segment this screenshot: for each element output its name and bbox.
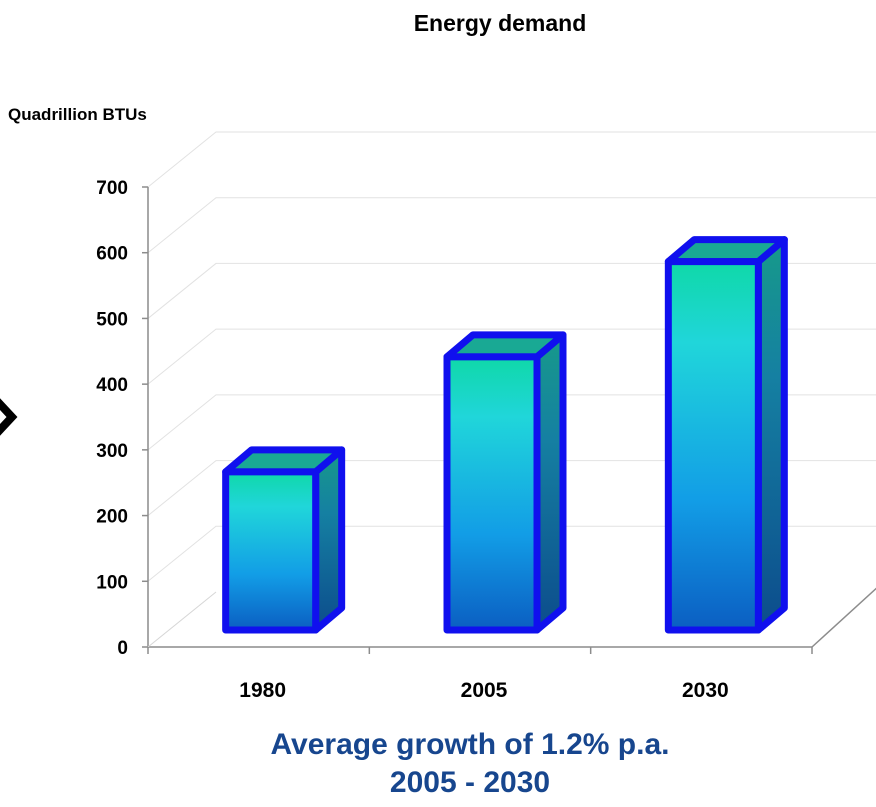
gridline — [147, 131, 876, 188]
y-tick-label: 200 — [96, 507, 128, 528]
y-axis-label: Quadrillion BTUs — [8, 105, 147, 124]
gridline — [147, 328, 876, 385]
x-tick-label: 1980 — [239, 679, 286, 702]
y-tick-label: 500 — [96, 309, 128, 330]
x-tick-label: 2030 — [682, 679, 729, 702]
gridline — [147, 525, 876, 582]
bar-front — [664, 258, 762, 634]
bar — [664, 236, 788, 634]
caption-line-1: Average growth of 1.2% p.a. — [270, 728, 670, 761]
floor-edge — [811, 587, 876, 648]
gridline — [147, 197, 876, 254]
y-tick-label: 0 — [117, 638, 128, 659]
growth-caption: Average growth of 1.2% p.a. 2005 - 2030 — [170, 726, 770, 802]
bar-front — [443, 353, 541, 634]
bar-side — [754, 236, 788, 634]
caption-line-2: 2005 - 2030 — [389, 766, 551, 799]
bar-side — [312, 446, 346, 634]
bar-side — [533, 331, 567, 634]
x-tick-label: 2005 — [461, 679, 508, 702]
bar — [222, 446, 346, 634]
gridline — [147, 394, 876, 451]
floor-edge — [147, 591, 217, 648]
bar-front — [222, 468, 320, 634]
y-tick-label: 700 — [96, 178, 128, 199]
y-tick-label: 100 — [96, 572, 128, 593]
bar — [443, 331, 567, 634]
chart-title: Energy demand — [413, 10, 587, 36]
y-tick-label: 300 — [96, 441, 128, 462]
gridline — [147, 460, 876, 516]
y-tick-label: 600 — [96, 244, 128, 265]
y-tick-label: 400 — [96, 375, 128, 396]
gridline — [147, 262, 876, 319]
chevron-right-icon — [0, 372, 20, 462]
